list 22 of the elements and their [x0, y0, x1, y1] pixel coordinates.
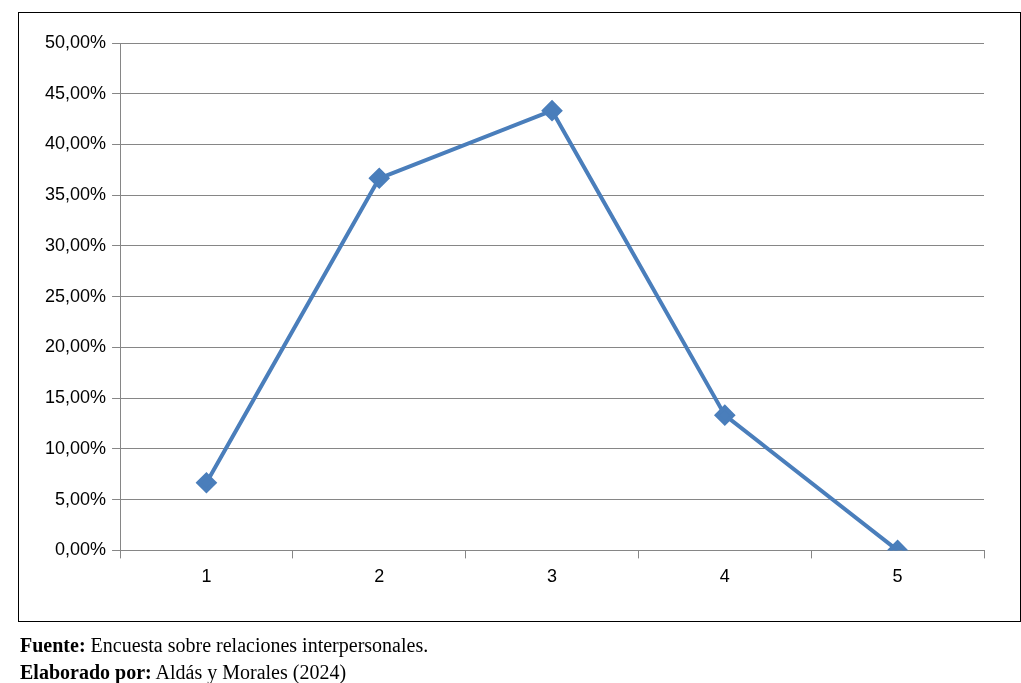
y-tick-label: 30,00%: [44, 234, 107, 255]
y-tick-label: 0,00%: [55, 539, 107, 560]
y-tick-label: 50,00%: [44, 31, 107, 52]
y-tick-label: 25,00%: [44, 285, 107, 306]
point: [369, 168, 390, 189]
x-tick-label: 3: [547, 566, 558, 587]
y-tick-label: 5,00%: [55, 488, 107, 509]
y-tick-label: 20,00%: [44, 336, 107, 357]
y-tick-label: 10,00%: [44, 437, 107, 458]
text: Elaborado por: Aldás y Morales (2024): [20, 660, 348, 683]
point: [714, 405, 735, 426]
y-tick-label: 35,00%: [44, 184, 107, 205]
y-tick-label: 15,00%: [44, 387, 107, 408]
point: [542, 100, 563, 121]
x-tick-label: 1: [201, 566, 212, 587]
x-tick-label: 2: [374, 566, 385, 587]
source-note: Fuente: Encuesta sobre relaciones interpersonales.: [20, 633, 429, 659]
y-tick-label: 45,00%: [44, 82, 107, 103]
x-tick-label: 4: [719, 566, 730, 587]
point: [196, 472, 217, 493]
y-tick-label: 40,00%: [44, 133, 107, 154]
x-tick-label: 5: [892, 566, 903, 587]
